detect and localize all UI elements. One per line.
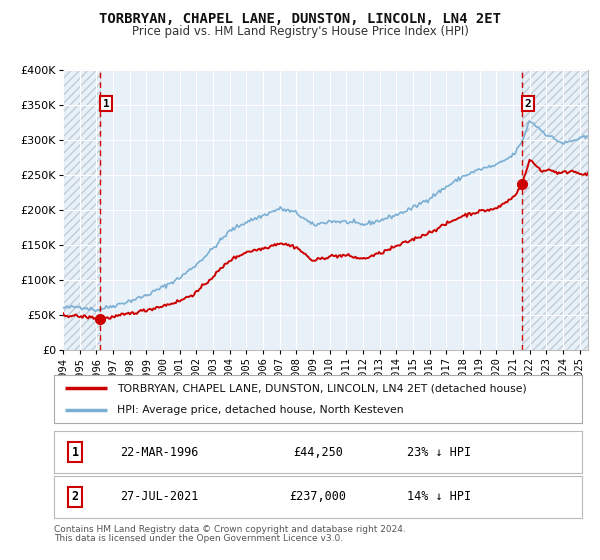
Text: TORBRYAN, CHAPEL LANE, DUNSTON, LINCOLN, LN4 2ET (detached house): TORBRYAN, CHAPEL LANE, DUNSTON, LINCOLN,… [118,383,527,393]
Text: 2: 2 [525,99,532,109]
Bar [63,70,100,350]
Bar [523,70,588,350]
Bar [523,70,588,350]
Text: 1: 1 [103,99,109,109]
Text: Contains HM Land Registry data © Crown copyright and database right 2024.: Contains HM Land Registry data © Crown c… [54,525,406,534]
Text: 23% ↓ HPI: 23% ↓ HPI [407,446,472,459]
Text: £237,000: £237,000 [290,491,347,503]
Text: HPI: Average price, detached house, North Kesteven: HPI: Average price, detached house, Nort… [118,405,404,415]
Text: 22-MAR-1996: 22-MAR-1996 [121,446,199,459]
Text: This data is licensed under the Open Government Licence v3.0.: This data is licensed under the Open Gov… [54,534,343,543]
Text: 2: 2 [71,491,79,503]
Text: 27-JUL-2021: 27-JUL-2021 [121,491,199,503]
Text: Price paid vs. HM Land Registry's House Price Index (HPI): Price paid vs. HM Land Registry's House … [131,25,469,38]
Text: 1: 1 [71,446,79,459]
Text: TORBRYAN, CHAPEL LANE, DUNSTON, LINCOLN, LN4 2ET: TORBRYAN, CHAPEL LANE, DUNSTON, LINCOLN,… [99,12,501,26]
Bar [63,70,100,350]
Text: 14% ↓ HPI: 14% ↓ HPI [407,491,472,503]
Text: £44,250: £44,250 [293,446,343,459]
